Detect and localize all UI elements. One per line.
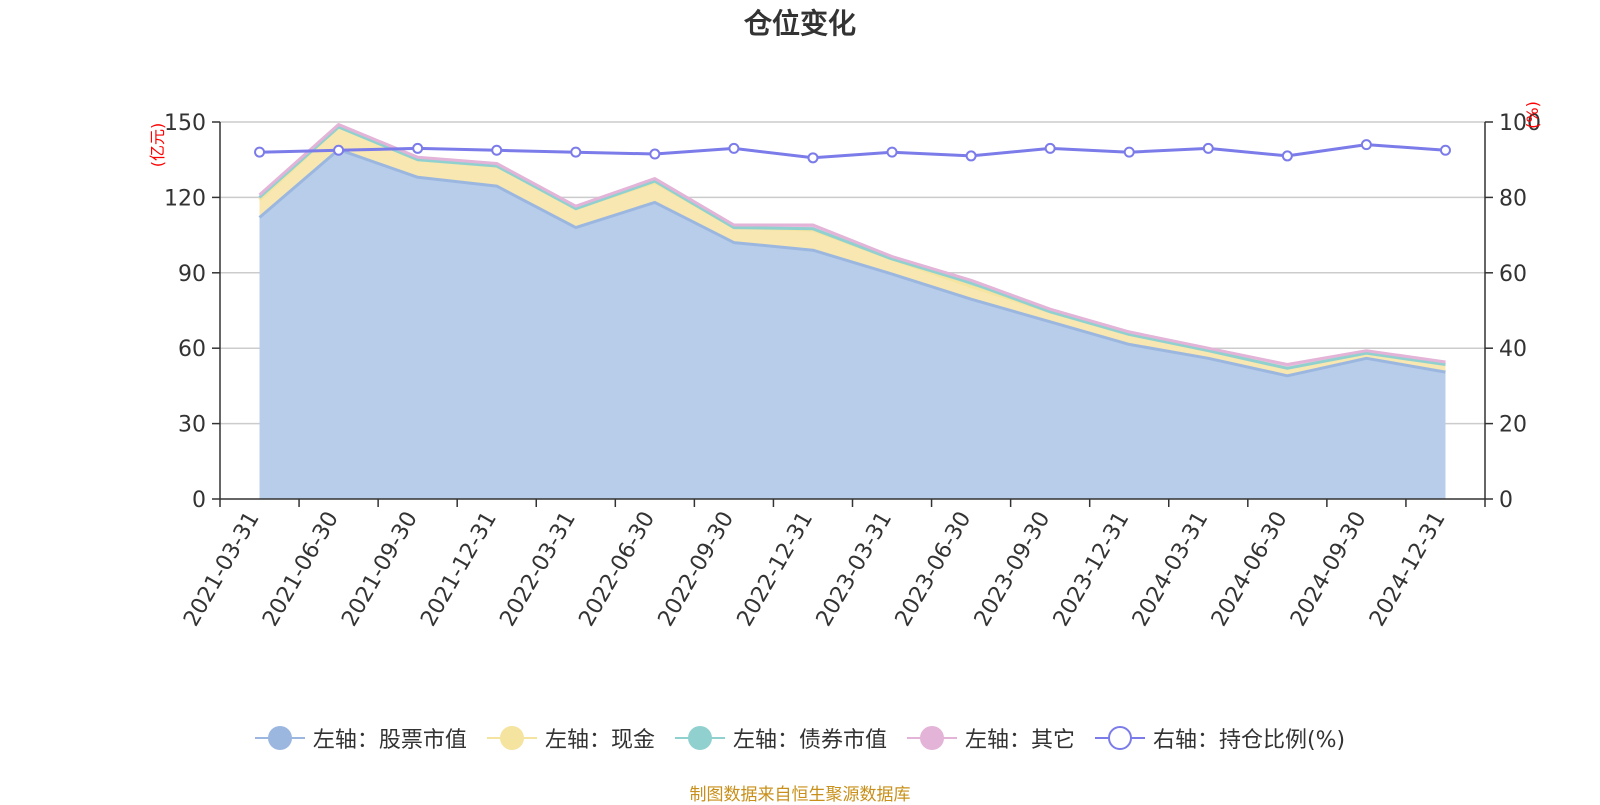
right-axis-tick-label: 100 [1499,111,1541,136]
right-axis-tick-label: 20 [1499,413,1527,438]
x-axis-tick-label: 2024-03-31 [1128,508,1214,631]
x-axis-tick-label: 2024-12-31 [1365,508,1451,631]
ratio-point [1202,142,1214,154]
ratio-point [886,146,898,158]
right-axis-tick-label: 40 [1499,337,1527,362]
ratio-point [412,142,424,154]
x-axis-tick-label: 2024-09-30 [1286,508,1372,631]
x-axis-tick-label: 2024-06-30 [1207,508,1293,631]
source-note: 制图数据来自恒生聚源数据库 [689,785,911,805]
area-series-3-edge [258,125,1446,370]
right-axis-tick-label: 60 [1499,262,1527,287]
ratio-point [570,146,582,158]
right-axis-unit: (%) [1523,101,1542,129]
ratio-point [1281,150,1293,162]
area-series-1-edge [258,148,1446,378]
ratio-point [965,150,977,162]
legend-item[interactable]: 左轴：其它 [906,722,1075,754]
legend-label: 左轴：股票市值 [312,728,467,753]
chart-title: 仓位变化 [743,7,856,40]
legend-item[interactable]: 左轴：股票市值 [254,722,467,754]
ratio-point [1123,146,1135,158]
x-axis-tick-label: 2022-06-30 [574,508,660,631]
ratio-point [491,144,503,156]
ratio-point [1439,144,1451,156]
left-axis-unit: (亿元) [148,123,167,168]
area-series-2 [259,127,1446,376]
x-axis-tick-label: 2021-06-30 [258,508,344,631]
x-axis-tick-label: 2023-06-30 [891,508,977,631]
x-axis-tick-label: 2023-09-30 [970,508,1056,631]
chart-legend: 左轴：股票市值 左轴：现金 左轴：债券市值 左轴：其它 右轴：持仓比例(%) [0,722,1600,754]
left-axis-tick-label: 120 [164,186,206,211]
left-axis-tick-label: 60 [178,337,206,362]
area-series-1 [259,149,1446,499]
x-axis-tick-label: 2021-12-31 [416,508,502,631]
ratio-point [1360,139,1372,151]
left-axis-tick-label: 30 [178,413,206,438]
x-axis-tick-label: 2023-12-31 [1049,508,1135,631]
chart-plot: 03060901201500204060801002021-03-312021-… [148,101,1542,631]
left-axis-tick-label: 90 [178,262,206,287]
legend-marker-icon [906,724,957,752]
legend-marker-icon [486,724,537,752]
legend-marker-icon [674,724,725,752]
legend-item[interactable]: 左轴：债券市值 [674,722,887,754]
x-axis-tick-label: 2022-03-31 [495,508,581,631]
right-axis-tick-label: 0 [1499,488,1513,513]
legend-label: 左轴：其它 [964,728,1075,753]
legend-marker-icon [1094,724,1145,752]
left-axis-tick-label: 150 [164,111,206,136]
area-series-4-edge [258,123,1446,366]
x-axis-tick-label: 2022-12-31 [733,508,819,631]
legend-label: 左轴：现金 [544,728,655,753]
ratio-point [649,148,661,160]
ratio-point [254,146,266,158]
legend-marker-icon [254,724,305,752]
legend-label: 右轴：持仓比例(%) [1152,728,1346,753]
x-axis-tick-label: 2021-09-30 [337,508,423,631]
legend-label: 左轴：债券市值 [732,728,887,753]
right-axis-tick-label: 80 [1499,186,1527,211]
ratio-point [728,142,740,154]
ratio-point [1044,142,1056,154]
line-series-ratio [259,143,1446,160]
x-axis-tick-label: 2021-03-31 [179,508,265,631]
legend-item[interactable]: 右轴：持仓比例(%) [1094,722,1346,754]
x-axis-tick-label: 2023-03-31 [812,508,898,631]
ratio-point [807,152,819,164]
x-axis-tick-label: 2022-09-30 [654,508,740,631]
left-axis-tick-label: 0 [192,488,206,513]
legend-item[interactable]: 左轴：现金 [486,722,655,754]
ratio-point [333,144,345,156]
